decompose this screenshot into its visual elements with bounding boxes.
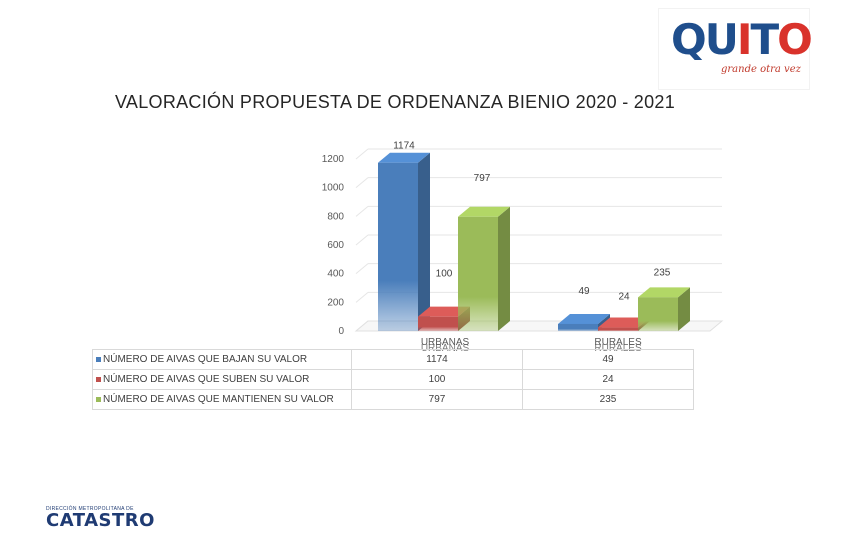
- y-tick-label: 600: [327, 240, 344, 251]
- category-label-rurales: RURALES: [594, 337, 642, 348]
- data-label-urbanas-0: 1174: [393, 141, 415, 152]
- data-table-row: NÚMERO DE AIVAS QUE BAJAN SU VALOR 1174 49: [92, 349, 694, 370]
- data-table-cell: 235: [522, 389, 694, 410]
- legend-series-name: NÚMERO DE AIVAS QUE SUBEN SU VALOR: [103, 374, 310, 385]
- data-table-row: NÚMERO DE AIVAS QUE MANTIENEN SU VALOR 79…: [92, 389, 694, 410]
- data-table-cell: 24: [522, 369, 694, 390]
- bar-top-urbanas-2: [458, 206, 510, 217]
- bar-side-urbanas-0: [418, 152, 430, 331]
- data-table-series-label: NÚMERO DE AIVAS QUE SUBEN SU VALOR: [92, 369, 352, 390]
- data-label-rurales-1: 24: [618, 292, 630, 303]
- y-tick-label: 800: [327, 211, 344, 222]
- quito-logo-tagline: grande otra vez: [721, 64, 801, 75]
- quito-logo-wordmark: QUITO: [671, 15, 813, 64]
- catastro-logo: DIRECCIÓN METROPOLITANA DE CATASTRO: [46, 506, 155, 530]
- bar-rurales-series-2: [638, 297, 678, 331]
- data-label-rurales-0: 49: [578, 286, 590, 297]
- bar-top-rurales-0: [558, 313, 610, 324]
- data-table-series-label: NÚMERO DE AIVAS QUE MANTIENEN SU VALOR: [92, 389, 352, 410]
- y-tick-label: 400: [327, 269, 344, 280]
- bar-top-urbanas-1: [418, 306, 470, 317]
- bar-urbanas-series-2: [458, 216, 498, 331]
- legend-key-swatch: [96, 356, 101, 362]
- category-label-echo-rurales: RURALES: [594, 343, 642, 354]
- bar-side-rurales-2: [678, 287, 690, 331]
- data-table-series-label: NÚMERO DE AIVAS QUE BAJAN SU VALOR: [92, 349, 352, 370]
- chart-title: VALORACIÓN PROPUESTA DE ORDENANZA BIENIO…: [114, 92, 676, 112]
- gridline-depth-200: [355, 291, 369, 303]
- gridline-depth-800: [355, 205, 369, 217]
- y-tick-label: 1000: [322, 183, 345, 194]
- bar-side-urbanas-2: [498, 206, 510, 331]
- gridline-depth-1200: [355, 148, 369, 160]
- quito-logo: QUITO grande otra vez: [658, 8, 813, 90]
- catastro-logo-subtitle: DIRECCIÓN METROPOLITANA DE: [46, 506, 134, 512]
- data-label-urbanas-2: 797: [474, 173, 491, 184]
- y-tick-label: 0: [338, 326, 344, 337]
- data-label-urbanas-1: 100: [436, 269, 453, 280]
- bar-urbanas-series-0: [378, 162, 418, 331]
- data-table-cell: 1174: [351, 349, 523, 370]
- bar-rurales-series-1: [598, 327, 638, 331]
- data-table-cell: 49: [522, 349, 694, 370]
- data-table-cell: 797: [351, 389, 523, 410]
- gridline-depth-400: [355, 263, 369, 275]
- data-table-row: NÚMERO DE AIVAS QUE SUBEN SU VALOR 100 24: [92, 369, 694, 390]
- gridline-depth-1000: [355, 177, 369, 189]
- legend-series-name: NÚMERO DE AIVAS QUE MANTIENEN SU VALOR: [103, 394, 334, 405]
- y-tick-label: 1200: [322, 154, 345, 165]
- bar-urbanas-series-1: [418, 316, 458, 331]
- catastro-logo-title: CATASTRO: [46, 510, 155, 531]
- bar-top-rurales-1: [598, 317, 650, 328]
- category-label-urbanas: URBANAS: [421, 337, 470, 348]
- category-label-echo-urbanas: URBANAS: [421, 343, 470, 354]
- bar-rurales-series-0: [558, 323, 598, 331]
- legend-key-swatch: [96, 376, 101, 382]
- legend-series-name: NÚMERO DE AIVAS QUE BAJAN SU VALOR: [103, 354, 308, 365]
- data-table-cell: 100: [351, 369, 523, 390]
- chart-data-table: NÚMERO DE AIVAS QUE BAJAN SU VALOR 1174 49…: [92, 349, 694, 410]
- bar-top-rurales-2: [638, 287, 690, 298]
- bar-top-urbanas-0: [378, 152, 430, 163]
- legend-key-swatch: [96, 396, 101, 402]
- gridline-depth-600: [355, 234, 369, 246]
- y-tick-label: 200: [327, 297, 344, 308]
- data-label-rurales-2: 235: [654, 267, 671, 278]
